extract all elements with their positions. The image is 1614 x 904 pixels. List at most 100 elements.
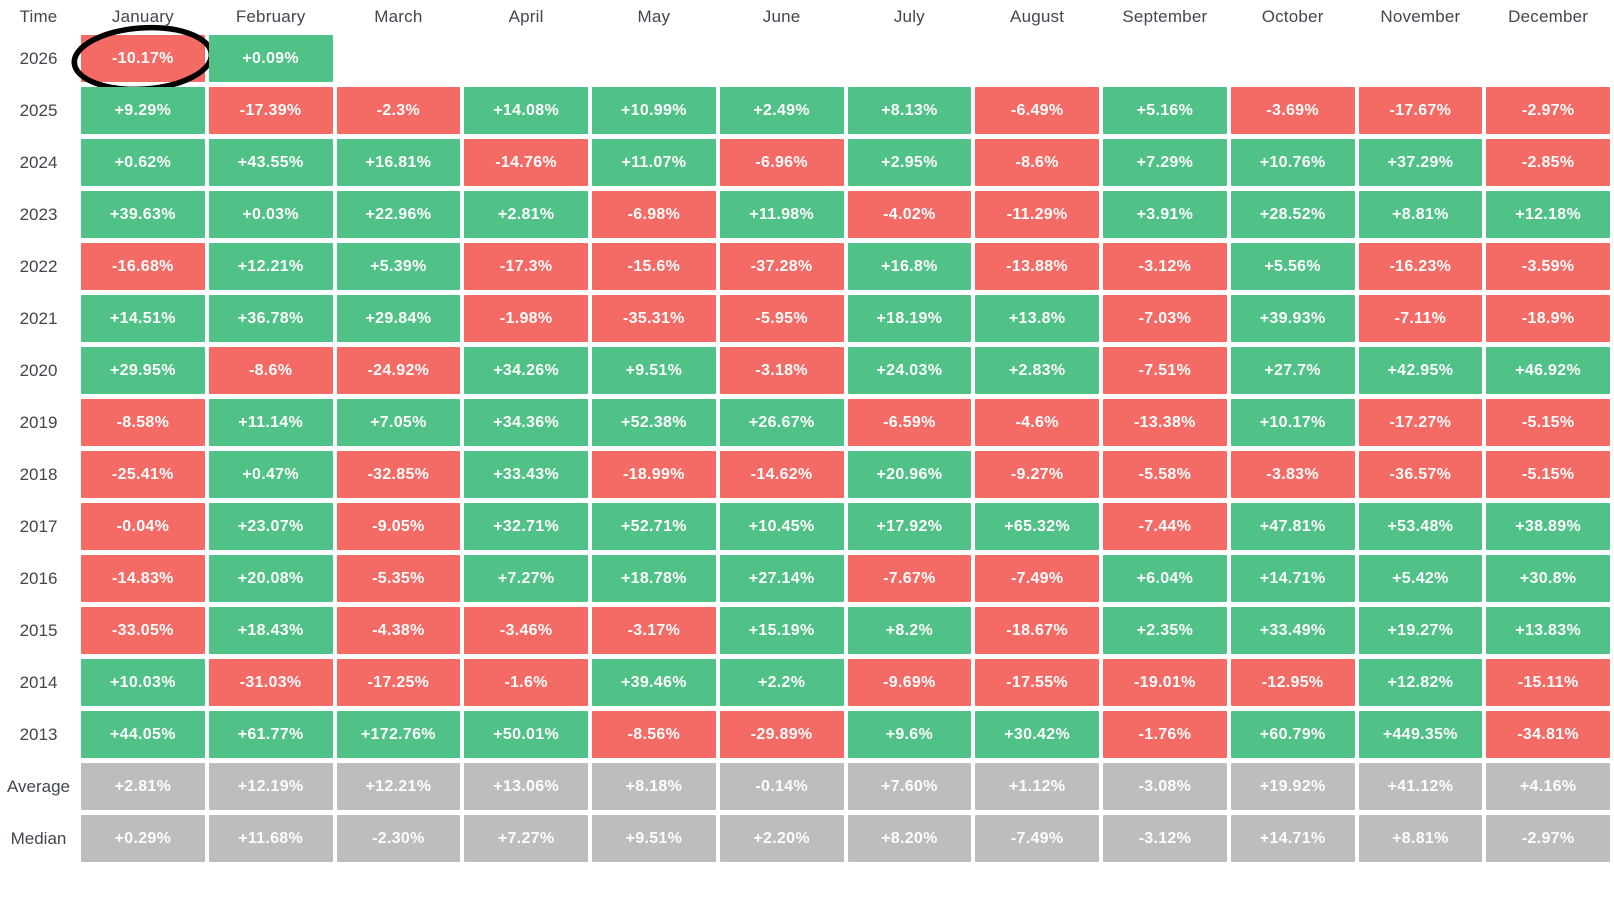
heatmap-cell-average-september: -3.08% xyxy=(1103,763,1227,810)
heatmap-cell-2023-september: +3.91% xyxy=(1103,191,1227,238)
heatmap-cell-2018-january: -25.41% xyxy=(81,451,205,498)
heatmap-cell-2023-march: +22.96% xyxy=(336,191,461,238)
row-label-2019: 2019 xyxy=(19,412,58,432)
column-header-november: November xyxy=(1380,6,1461,26)
heatmap-cell-2016-may: +18.78% xyxy=(592,555,716,602)
heatmap-cell-2026-february: +0.09% xyxy=(208,35,333,82)
heatmap-cell-average-may: +8.18% xyxy=(592,763,716,810)
heatmap-cell-2017-september: -7.44% xyxy=(1103,503,1227,550)
heatmap-cell-2021-july: +18.19% xyxy=(847,295,972,342)
heatmap-cell-2025-december: -2.97% xyxy=(1486,87,1610,134)
heatmap-cell-2025-august: -6.49% xyxy=(975,87,1099,134)
heatmap-cell-2014-august: -17.55% xyxy=(975,659,1099,706)
heatmap-cell-2016-july: -7.67% xyxy=(847,555,972,602)
heatmap-cell-2014-april: -1.6% xyxy=(464,659,588,706)
heatmap-cell-2015-august: -18.67% xyxy=(975,607,1099,654)
heatmap-cell-2023-july: -4.02% xyxy=(847,191,972,238)
heatmap-cell-average-october: +19.92% xyxy=(1230,763,1355,810)
heatmap-cell-median-august: -7.49% xyxy=(975,815,1099,862)
heatmap-cell-2013-march: +172.76% xyxy=(336,711,461,758)
row-label-2022: 2022 xyxy=(19,256,58,276)
heatmap-cell-2023-august: -11.29% xyxy=(975,191,1099,238)
heatmap-cell-2014-february: -31.03% xyxy=(208,659,333,706)
heatmap-cell-2013-august: +30.42% xyxy=(975,711,1099,758)
heatmap-cell-2015-june: +15.19% xyxy=(719,607,844,654)
column-header-january: January xyxy=(111,6,174,26)
heatmap-cell-2020-december: +46.92% xyxy=(1486,347,1610,394)
heatmap-cell-2022-april: -17.3% xyxy=(464,243,588,290)
heatmap-cell-2022-january: -16.68% xyxy=(81,243,205,290)
heatmap-cell-2015-february: +18.43% xyxy=(208,607,333,654)
heatmap-cell-2024-october: +10.76% xyxy=(1230,139,1355,186)
heatmap-cell-2018-august: -9.27% xyxy=(975,451,1099,498)
heatmap-cell-2013-september: -1.76% xyxy=(1103,711,1227,758)
heatmap-cell-2015-october: +33.49% xyxy=(1230,607,1355,654)
heatmap-cell-2014-may: +39.46% xyxy=(592,659,716,706)
heatmap-cell-2014-september: -19.01% xyxy=(1103,659,1227,706)
heatmap-cell-2014-october: -12.95% xyxy=(1230,659,1355,706)
row-label-2013: 2013 xyxy=(19,724,58,744)
row-label-2018: 2018 xyxy=(19,464,58,484)
row-label-2023: 2023 xyxy=(19,204,58,224)
heatmap-cell-2024-january: +0.62% xyxy=(81,139,205,186)
heatmap-cell-2022-june: -37.28% xyxy=(719,243,844,290)
heatmap-cell-median-april: +7.27% xyxy=(464,815,588,862)
heatmap-cell-2019-july: -6.59% xyxy=(847,399,972,446)
heatmap-cell-2024-march: +16.81% xyxy=(336,139,461,186)
heatmap-cell-2015-july: +8.2% xyxy=(847,607,972,654)
heatmap-cell-average-march: +12.21% xyxy=(336,763,461,810)
heatmap-cell-2025-november: -17.67% xyxy=(1358,87,1483,134)
heatmap-cell-2019-may: +52.38% xyxy=(592,399,716,446)
heatmap-cell-2023-november: +8.81% xyxy=(1358,191,1483,238)
heatmap-cell-2020-october: +27.7% xyxy=(1230,347,1355,394)
heatmap-cell-2019-april: +34.36% xyxy=(464,399,588,446)
heatmap-cell-2025-january: +9.29% xyxy=(81,87,205,134)
heatmap-cell-2019-october: +10.17% xyxy=(1230,399,1355,446)
heatmap-cell-median-june: +2.20% xyxy=(719,815,844,862)
row-label-2026: 2026 xyxy=(19,48,58,68)
column-header-august: August xyxy=(1010,6,1065,26)
heatmap-cell-2013-june: -29.89% xyxy=(719,711,844,758)
heatmap-cell-2026-march xyxy=(337,35,461,82)
heatmap-cell-2026-november xyxy=(1359,35,1483,82)
row-label-median: Median xyxy=(10,828,67,848)
heatmap-cell-2019-january: -8.58% xyxy=(81,399,205,446)
heatmap-cell-2015-january: -33.05% xyxy=(81,607,205,654)
heatmap-cell-2013-january: +44.05% xyxy=(81,711,205,758)
heatmap-cell-2013-december: -34.81% xyxy=(1486,711,1610,758)
heatmap-cell-2015-april: -3.46% xyxy=(464,607,588,654)
heatmap-cell-2020-november: +42.95% xyxy=(1358,347,1483,394)
row-label-2017: 2017 xyxy=(19,516,58,536)
heatmap-cell-2017-february: +23.07% xyxy=(208,503,333,550)
heatmap-cell-2026-july xyxy=(848,35,972,82)
heatmap-cell-2016-november: +5.42% xyxy=(1358,555,1483,602)
heatmap-cell-2022-november: -16.23% xyxy=(1358,243,1483,290)
heatmap-cell-2014-june: +2.2% xyxy=(719,659,844,706)
heatmap-cell-2016-march: -5.35% xyxy=(336,555,461,602)
heatmap-cell-2023-december: +12.18% xyxy=(1486,191,1610,238)
heatmap-cell-2020-september: -7.51% xyxy=(1103,347,1227,394)
column-header-april: April xyxy=(508,6,544,26)
heatmap-cell-2021-june: -5.95% xyxy=(719,295,844,342)
heatmap-cell-average-january: +2.81% xyxy=(81,763,205,810)
heatmap-cell-2020-march: -24.92% xyxy=(336,347,461,394)
row-label-2025: 2025 xyxy=(19,100,58,120)
row-label-2021: 2021 xyxy=(19,308,58,328)
heatmap-cell-2020-august: +2.83% xyxy=(975,347,1099,394)
heatmap-cell-2022-march: +5.39% xyxy=(336,243,461,290)
heatmap-cell-2014-march: -17.25% xyxy=(336,659,461,706)
heatmap-cell-2021-september: -7.03% xyxy=(1103,295,1227,342)
heatmap-cell-2018-october: -3.83% xyxy=(1230,451,1355,498)
heatmap-cell-2023-january: +39.63% xyxy=(81,191,205,238)
heatmap-cell-2018-march: -32.85% xyxy=(336,451,461,498)
heatmap-cell-2024-may: +11.07% xyxy=(592,139,716,186)
heatmap-cell-2026-december xyxy=(1486,35,1610,82)
heatmap-cell-2026-january: -10.17% xyxy=(71,24,215,93)
heatmap-cell-2021-january: +14.51% xyxy=(81,295,205,342)
heatmap-cell-2017-may: +52.71% xyxy=(592,503,716,550)
heatmap-cell-2023-april: +2.81% xyxy=(464,191,588,238)
heatmap-cell-2020-june: -3.18% xyxy=(719,347,844,394)
heatmap-cell-2024-august: -8.6% xyxy=(975,139,1099,186)
heatmap-cell-2019-march: +7.05% xyxy=(336,399,461,446)
heatmap-cell-2024-november: +37.29% xyxy=(1358,139,1483,186)
